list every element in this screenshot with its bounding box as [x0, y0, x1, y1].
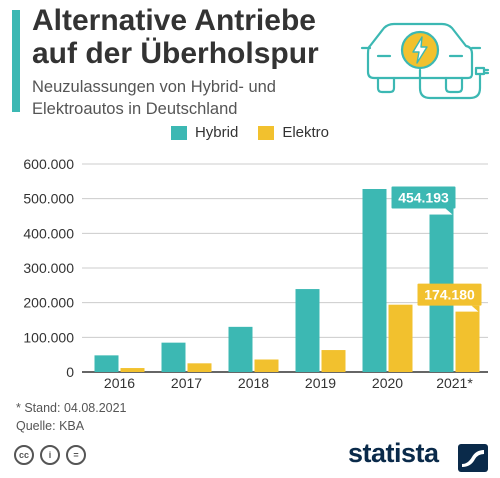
x-tick-label: 2021*: [436, 375, 473, 391]
x-tick-label: 2019: [305, 375, 336, 391]
footnote-note: * Stand: 04.08.2021: [16, 401, 127, 415]
x-tick-label: 2020: [372, 375, 403, 391]
license-icons: cc i =: [14, 445, 86, 465]
cc-icon: cc: [14, 445, 34, 465]
legend-item-hybrid: Hybrid: [170, 124, 239, 141]
bar-hybrid: [362, 189, 387, 372]
y-tick-label: 600.000: [23, 156, 74, 172]
subtitle-line-2: Elektroautos in Deutschland: [32, 100, 238, 118]
x-tick-label: 2018: [238, 375, 269, 391]
data-label-box: [417, 283, 482, 306]
electric-car-plug-icon: [360, 22, 490, 100]
bar-elektro: [321, 350, 346, 372]
legend: Hybrid Elektro: [0, 124, 500, 141]
subtitle-line-1: Neuzulassungen von Hybrid- und: [32, 78, 276, 96]
title-line-1: Alternative Antriebe: [32, 4, 316, 37]
y-tick-label: 100.000: [23, 329, 74, 345]
bar-elektro: [455, 311, 480, 372]
y-tick-label: 300.000: [23, 260, 74, 276]
data-label: 174.180: [424, 287, 475, 303]
bar-elektro: [120, 368, 145, 372]
footnote-source: Quelle: KBA: [16, 419, 85, 433]
bar-elektro: [187, 363, 212, 372]
accent-bar: [12, 10, 20, 112]
bar-chart: 0 100.000 200.000 300.000 400.000 500.000 600.…: [23, 156, 488, 391]
data-label-pointer: [471, 305, 480, 313]
bar-hybrid: [295, 289, 320, 372]
y-tick-label: 400.000: [23, 225, 74, 241]
legend-swatch-elektro: [258, 125, 275, 140]
chart-title: Alternative Antriebe auf der Überholspur: [32, 4, 352, 70]
legend-label-elektro: Elektro: [282, 124, 330, 141]
chart-subtitle: Neuzulassungen von Hybrid- und Elektroau…: [32, 76, 352, 120]
bar-hybrid: [228, 326, 253, 372]
bar-elektro: [254, 359, 279, 372]
data-label: 454.193: [398, 190, 449, 206]
legend-swatch-hybrid: [170, 125, 187, 140]
y-tick-label: 200.000: [23, 295, 74, 311]
x-tick-label: 2017: [171, 375, 202, 391]
footnote: * Stand: 04.08.2021 Quelle: KBA: [16, 399, 127, 435]
bar-elektro: [388, 304, 413, 372]
x-tick-label: 2016: [104, 375, 135, 391]
data-label-box: [391, 186, 456, 209]
legend-item-elektro: Elektro: [258, 124, 329, 141]
by-person-icon: i: [40, 445, 60, 465]
title-line-2: auf der Überholspur: [32, 37, 319, 70]
statista-logo-icon: [458, 444, 488, 472]
y-tick-label: 500.000: [23, 191, 74, 207]
brand-wordmark: statista: [348, 438, 439, 468]
bar-hybrid: [161, 342, 186, 372]
bar-hybrid: [94, 355, 119, 372]
y-tick-label: 0: [66, 364, 74, 380]
nd-equals-icon: =: [66, 445, 86, 465]
data-label-pointer: [445, 208, 454, 216]
legend-label-hybrid: Hybrid: [194, 124, 239, 141]
